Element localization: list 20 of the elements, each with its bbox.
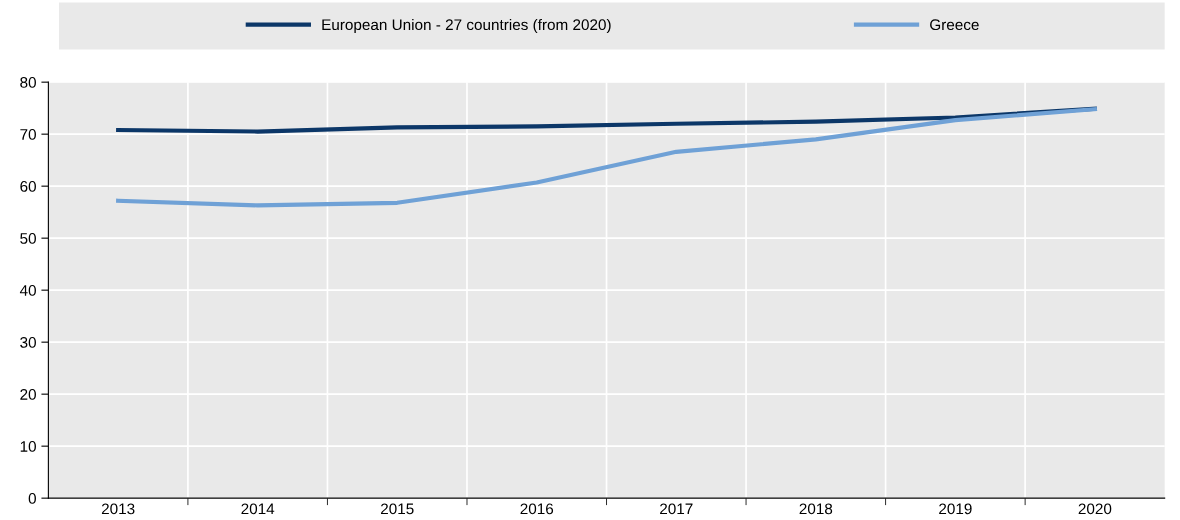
y-tick-label: 20 (20, 389, 36, 400)
line-series (116, 107, 1097, 208)
x-tick-label: 2017 (660, 503, 693, 515)
x-tick-label: 2020 (1078, 503, 1112, 515)
y-tick-label: 0 (28, 493, 36, 504)
y-tick-label: 70 (20, 129, 36, 140)
y-tick-label: 10 (20, 441, 36, 452)
legend-label: European Union - 27 countries (from 2020) (322, 18, 611, 34)
x-tick-label: 2014 (241, 503, 275, 515)
x-tick-label: 2013 (101, 503, 135, 515)
y-tick-label: 30 (20, 337, 36, 348)
legend-label: Greece (930, 19, 979, 31)
x-tick-label: 2019 (939, 503, 972, 515)
x-tick-label: 2015 (380, 503, 414, 515)
y-tick-label: 40 (19, 285, 36, 296)
x-tick-label: 2018 (799, 503, 833, 515)
x-tick-label: 2016 (520, 503, 554, 515)
y-tick-label: 60 (20, 181, 36, 192)
y-tick-label: 50 (20, 233, 36, 244)
y-tick-label: 80 (20, 77, 36, 88)
